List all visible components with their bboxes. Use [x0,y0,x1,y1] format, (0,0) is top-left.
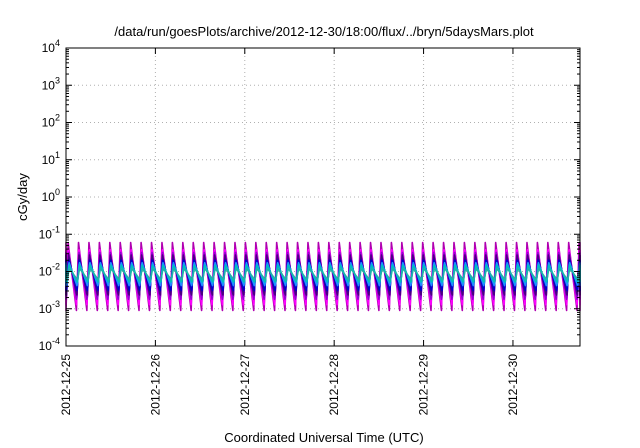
y-tick-label: 102 [42,113,60,130]
y-tick-label: 10-1 [39,224,60,241]
series-line-8 [65,268,581,281]
y-tick-label: 10-2 [39,262,60,279]
x-tick-label: 2012-12-26 [148,354,162,416]
series-group [65,241,581,312]
y-axis-label: cGy/day [15,173,30,221]
x-tick-label: 2012-12-30 [506,354,520,416]
y-tick-label: 101 [42,150,60,167]
y-tick-label: 10-3 [39,299,60,316]
y-tick-label: 103 [42,75,60,92]
y-tick-label: 100 [42,187,60,204]
y-tick-label: 10-4 [39,336,60,353]
x-tick-label: 2012-12-27 [238,354,252,416]
y-tick-label: 104 [42,38,60,55]
x-tick-label: 2012-12-25 [59,354,73,416]
y-axis: 10-4 10-3 10-2 10-1 100 101 102 103 104 [39,38,580,353]
x-axis-label: Coordinated Universal Time (UTC) [224,430,423,445]
x-axis: 2012-12-25 2012-12-26 2012-12-27 2012-12-28… [59,48,520,415]
chart-title: /data/run/goesPlots/archive/2012-12-30/1… [114,24,534,39]
x-tick-label: 2012-12-28 [327,354,341,416]
x-tick-label: 2012-12-29 [417,354,431,416]
